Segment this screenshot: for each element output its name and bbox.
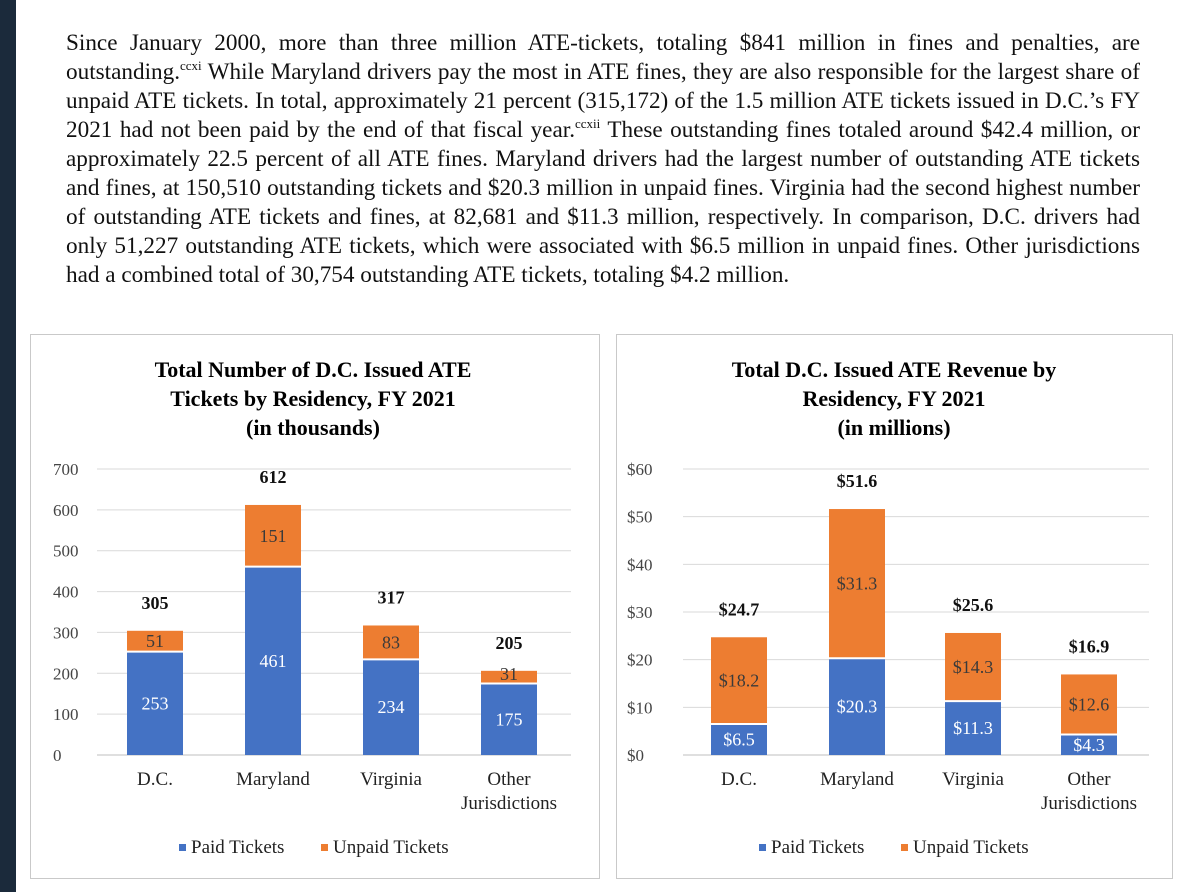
data-label-unpaid: $14.3: [953, 657, 994, 677]
bar-paid: [945, 701, 1001, 755]
bar-paid: [127, 651, 183, 755]
category-label: Other: [487, 769, 531, 790]
endnote-ref-2[interactable]: ccxii: [575, 116, 601, 132]
y-tick-label: $50: [627, 508, 653, 527]
data-label-total: $16.9: [1069, 636, 1110, 656]
bar-unpaid: [1061, 674, 1117, 735]
y-tick-label: 700: [53, 460, 79, 479]
category-label: Jurisdictions: [461, 793, 557, 814]
legend-label-paid: Paid Tickets: [191, 837, 284, 858]
paragraph-text-2: While Maryland drivers pay the most in A…: [66, 59, 1140, 144]
bar-unpaid: [127, 630, 183, 652]
bar-unpaid: [711, 637, 767, 725]
chart-title-line: Residency, FY 2021: [802, 386, 985, 411]
legend-swatch-unpaid: [901, 844, 908, 851]
left-edge-bar: [0, 0, 16, 892]
category-label: Maryland: [820, 769, 894, 790]
y-tick-label: $10: [627, 698, 653, 717]
chart-title-line: Total D.C. Issued ATE Revenue by: [732, 357, 1057, 382]
data-label-total: $51.6: [837, 471, 878, 491]
y-tick-label: $30: [627, 603, 653, 622]
data-label-paid: $4.3: [1073, 735, 1105, 755]
data-label-unpaid: 151: [260, 526, 287, 546]
y-tick-label: 0: [53, 746, 62, 765]
y-tick-label: 600: [53, 501, 79, 520]
bar-paid: [829, 658, 885, 755]
tickets-chart: Total Number of D.C. Issued ATE Tickets b…: [53, 357, 571, 858]
legend-swatch-paid: [179, 844, 186, 851]
legend-swatch-unpaid: [321, 844, 328, 851]
category-label: Other: [1067, 769, 1111, 790]
data-label-unpaid: $12.6: [1069, 694, 1110, 714]
category-label: Jurisdictions: [1041, 793, 1137, 814]
data-label-total: 612: [260, 467, 287, 487]
endnote-ref-1[interactable]: ccxi: [180, 58, 202, 74]
y-tick-label: 500: [53, 542, 79, 561]
legend-label-unpaid: Unpaid Tickets: [333, 837, 449, 858]
data-label-paid: 253: [142, 693, 169, 713]
y-tick-label: $40: [627, 555, 653, 574]
data-label-total: $25.6: [953, 595, 994, 615]
bar-unpaid: [481, 670, 537, 684]
data-label-paid: 234: [378, 697, 405, 717]
y-tick-label: $20: [627, 651, 653, 670]
data-label-paid: $6.5: [723, 730, 755, 750]
data-label-total: 305: [142, 593, 169, 613]
chart-title-line: (in millions): [837, 415, 950, 440]
legend-label-unpaid: Unpaid Tickets: [913, 837, 1029, 858]
legend-swatch-paid: [759, 844, 766, 851]
data-label-total: $24.7: [719, 599, 760, 619]
y-tick-label: 400: [53, 583, 79, 602]
bar-paid: [363, 659, 419, 755]
y-tick-label: 300: [53, 623, 79, 642]
data-label-unpaid: $31.3: [837, 574, 878, 594]
data-label-paid: $11.3: [953, 718, 993, 738]
chart-title-line: Tickets by Residency, FY 2021: [170, 386, 455, 411]
revenue-chart: Total D.C. Issued ATE Revenue by Residenc…: [627, 357, 1149, 858]
bar-unpaid: [363, 625, 419, 660]
category-label: Maryland: [236, 769, 310, 790]
data-label-unpaid: 51: [146, 631, 164, 651]
bar-unpaid: [245, 504, 301, 567]
bar-paid: [481, 683, 537, 755]
bar-unpaid: [945, 632, 1001, 702]
y-tick-label: $0: [627, 746, 644, 765]
paragraph-text-1: Since January 2000, more than three mill…: [66, 30, 1140, 86]
y-tick-label: 200: [53, 664, 79, 683]
category-label: Virginia: [942, 769, 1004, 790]
chart-title-line: (in thousands): [246, 415, 380, 440]
data-label-unpaid: 83: [382, 632, 400, 652]
bar-unpaid: [829, 509, 885, 659]
chart-title-line: Total Number of D.C. Issued ATE: [155, 357, 472, 382]
data-label-unpaid: 31: [500, 664, 518, 684]
bar-paid: [245, 566, 301, 755]
bar-paid: [711, 724, 767, 755]
bar-paid: [1061, 734, 1117, 755]
data-label-paid: 461: [260, 651, 287, 671]
data-label-paid: 175: [496, 709, 523, 729]
y-tick-label: $60: [627, 460, 653, 479]
y-tick-label: 100: [53, 705, 79, 724]
category-label: D.C.: [137, 769, 173, 790]
chart-panel-revenue: Total D.C. Issued ATE Revenue by Residenc…: [616, 334, 1173, 879]
paragraph-text-3: These outstanding fines totaled around $…: [66, 117, 1140, 289]
data-label-total: 205: [496, 633, 523, 653]
category-label: Virginia: [360, 769, 422, 790]
chart-panel-tickets: Total Number of D.C. Issued ATE Tickets b…: [30, 334, 600, 879]
data-label-paid: $20.3: [837, 697, 878, 717]
category-label: D.C.: [721, 769, 757, 790]
body-paragraph: Since January 2000, more than three mill…: [66, 29, 1140, 290]
data-label-total: 317: [378, 587, 405, 607]
data-label-unpaid: $18.2: [719, 671, 760, 691]
legend-label-paid: Paid Tickets: [771, 837, 864, 858]
